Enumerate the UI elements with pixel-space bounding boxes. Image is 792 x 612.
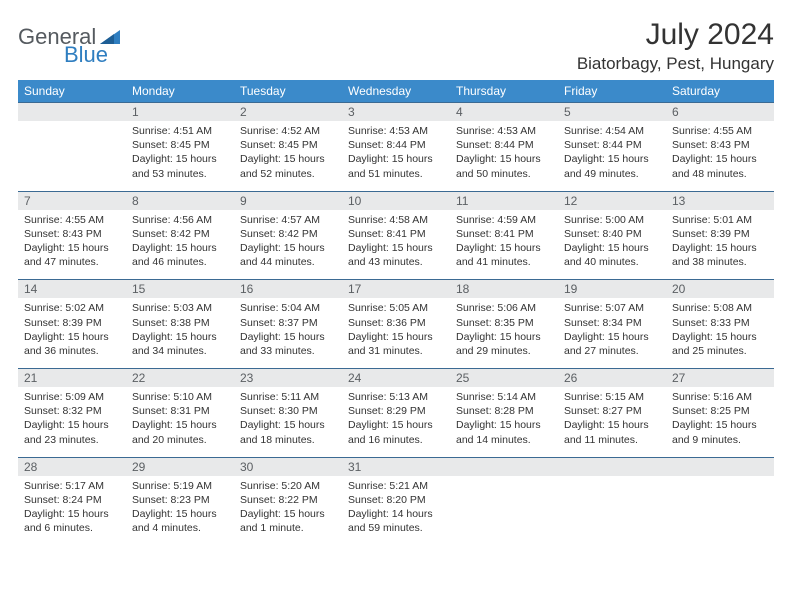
day-number-cell: 19: [558, 280, 666, 299]
day-info-cell: Sunrise: 5:15 AMSunset: 8:27 PMDaylight:…: [558, 387, 666, 457]
month-title: July 2024: [577, 18, 774, 52]
day-number-cell: [450, 457, 558, 476]
day-number-cell: 22: [126, 369, 234, 388]
day-info-cell: [18, 121, 126, 191]
calendar-page: General July 2024 Biatorbagy, Pest, Hung…: [0, 0, 792, 545]
weekday-header: Monday: [126, 80, 234, 103]
weekday-header: Tuesday: [234, 80, 342, 103]
day-info-cell: [450, 476, 558, 546]
daynum-row: 28293031: [18, 457, 774, 476]
day-number-cell: 17: [342, 280, 450, 299]
day-info-cell: Sunrise: 5:07 AMSunset: 8:34 PMDaylight:…: [558, 298, 666, 368]
day-number-cell: 10: [342, 191, 450, 210]
info-row: Sunrise: 5:09 AMSunset: 8:32 PMDaylight:…: [18, 387, 774, 457]
day-number-cell: 13: [666, 191, 774, 210]
daynum-row: 78910111213: [18, 191, 774, 210]
day-number-cell: 18: [450, 280, 558, 299]
day-info-cell: Sunrise: 5:05 AMSunset: 8:36 PMDaylight:…: [342, 298, 450, 368]
weekday-header: Sunday: [18, 80, 126, 103]
calendar-body: 123456Sunrise: 4:51 AMSunset: 8:45 PMDay…: [18, 103, 774, 546]
weekday-header: Friday: [558, 80, 666, 103]
weekday-header: Wednesday: [342, 80, 450, 103]
day-number-cell: [666, 457, 774, 476]
weekday-row: SundayMondayTuesdayWednesdayThursdayFrid…: [18, 80, 774, 103]
day-info-cell: Sunrise: 5:20 AMSunset: 8:22 PMDaylight:…: [234, 476, 342, 546]
day-number-cell: 27: [666, 369, 774, 388]
day-info-cell: Sunrise: 5:11 AMSunset: 8:30 PMDaylight:…: [234, 387, 342, 457]
day-number-cell: [558, 457, 666, 476]
day-info-cell: Sunrise: 4:56 AMSunset: 8:42 PMDaylight:…: [126, 210, 234, 280]
day-info-cell: Sunrise: 4:54 AMSunset: 8:44 PMDaylight:…: [558, 121, 666, 191]
day-number-cell: 4: [450, 103, 558, 122]
day-number-cell: 21: [18, 369, 126, 388]
day-info-cell: Sunrise: 5:06 AMSunset: 8:35 PMDaylight:…: [450, 298, 558, 368]
day-info-cell: Sunrise: 5:04 AMSunset: 8:37 PMDaylight:…: [234, 298, 342, 368]
day-info-cell: Sunrise: 4:53 AMSunset: 8:44 PMDaylight:…: [342, 121, 450, 191]
daynum-row: 14151617181920: [18, 280, 774, 299]
day-info-cell: Sunrise: 5:03 AMSunset: 8:38 PMDaylight:…: [126, 298, 234, 368]
day-info-cell: Sunrise: 5:09 AMSunset: 8:32 PMDaylight:…: [18, 387, 126, 457]
day-number-cell: [18, 103, 126, 122]
calendar-table: SundayMondayTuesdayWednesdayThursdayFrid…: [18, 80, 774, 545]
day-number-cell: 12: [558, 191, 666, 210]
day-number-cell: 7: [18, 191, 126, 210]
day-info-cell: Sunrise: 5:10 AMSunset: 8:31 PMDaylight:…: [126, 387, 234, 457]
weekday-header: Thursday: [450, 80, 558, 103]
day-number-cell: 2: [234, 103, 342, 122]
day-info-cell: Sunrise: 4:57 AMSunset: 8:42 PMDaylight:…: [234, 210, 342, 280]
day-number-cell: 29: [126, 457, 234, 476]
day-info-cell: [666, 476, 774, 546]
brand-part2: Blue: [18, 42, 108, 67]
info-row: Sunrise: 5:17 AMSunset: 8:24 PMDaylight:…: [18, 476, 774, 546]
info-row: Sunrise: 4:55 AMSunset: 8:43 PMDaylight:…: [18, 210, 774, 280]
title-block: July 2024 Biatorbagy, Pest, Hungary: [577, 18, 774, 74]
info-row: Sunrise: 5:02 AMSunset: 8:39 PMDaylight:…: [18, 298, 774, 368]
day-number-cell: 1: [126, 103, 234, 122]
day-number-cell: 20: [666, 280, 774, 299]
day-number-cell: 28: [18, 457, 126, 476]
day-info-cell: Sunrise: 5:02 AMSunset: 8:39 PMDaylight:…: [18, 298, 126, 368]
day-info-cell: Sunrise: 5:21 AMSunset: 8:20 PMDaylight:…: [342, 476, 450, 546]
day-number-cell: 11: [450, 191, 558, 210]
day-number-cell: 6: [666, 103, 774, 122]
day-info-cell: [558, 476, 666, 546]
day-number-cell: 15: [126, 280, 234, 299]
day-number-cell: 31: [342, 457, 450, 476]
weekday-header: Saturday: [666, 80, 774, 103]
day-info-cell: Sunrise: 4:53 AMSunset: 8:44 PMDaylight:…: [450, 121, 558, 191]
info-row: Sunrise: 4:51 AMSunset: 8:45 PMDaylight:…: [18, 121, 774, 191]
day-number-cell: 9: [234, 191, 342, 210]
calendar-head: SundayMondayTuesdayWednesdayThursdayFrid…: [18, 80, 774, 103]
day-number-cell: 26: [558, 369, 666, 388]
day-number-cell: 5: [558, 103, 666, 122]
day-info-cell: Sunrise: 4:55 AMSunset: 8:43 PMDaylight:…: [666, 121, 774, 191]
day-number-cell: 3: [342, 103, 450, 122]
day-info-cell: Sunrise: 5:17 AMSunset: 8:24 PMDaylight:…: [18, 476, 126, 546]
day-number-cell: 23: [234, 369, 342, 388]
day-info-cell: Sunrise: 5:00 AMSunset: 8:40 PMDaylight:…: [558, 210, 666, 280]
day-info-cell: Sunrise: 5:13 AMSunset: 8:29 PMDaylight:…: [342, 387, 450, 457]
day-number-cell: 25: [450, 369, 558, 388]
day-info-cell: Sunrise: 5:19 AMSunset: 8:23 PMDaylight:…: [126, 476, 234, 546]
day-info-cell: Sunrise: 5:14 AMSunset: 8:28 PMDaylight:…: [450, 387, 558, 457]
brand-part2-wrap: Blue: [18, 42, 108, 68]
location-text: Biatorbagy, Pest, Hungary: [577, 54, 774, 74]
day-number-cell: 24: [342, 369, 450, 388]
day-number-cell: 14: [18, 280, 126, 299]
day-info-cell: Sunrise: 4:59 AMSunset: 8:41 PMDaylight:…: [450, 210, 558, 280]
day-number-cell: 16: [234, 280, 342, 299]
day-info-cell: Sunrise: 5:16 AMSunset: 8:25 PMDaylight:…: [666, 387, 774, 457]
day-info-cell: Sunrise: 4:55 AMSunset: 8:43 PMDaylight:…: [18, 210, 126, 280]
day-number-cell: 8: [126, 191, 234, 210]
day-info-cell: Sunrise: 4:52 AMSunset: 8:45 PMDaylight:…: [234, 121, 342, 191]
daynum-row: 21222324252627: [18, 369, 774, 388]
day-info-cell: Sunrise: 4:58 AMSunset: 8:41 PMDaylight:…: [342, 210, 450, 280]
day-number-cell: 30: [234, 457, 342, 476]
day-info-cell: Sunrise: 5:08 AMSunset: 8:33 PMDaylight:…: [666, 298, 774, 368]
day-info-cell: Sunrise: 5:01 AMSunset: 8:39 PMDaylight:…: [666, 210, 774, 280]
daynum-row: 123456: [18, 103, 774, 122]
page-header: General July 2024 Biatorbagy, Pest, Hung…: [18, 18, 774, 74]
day-info-cell: Sunrise: 4:51 AMSunset: 8:45 PMDaylight:…: [126, 121, 234, 191]
